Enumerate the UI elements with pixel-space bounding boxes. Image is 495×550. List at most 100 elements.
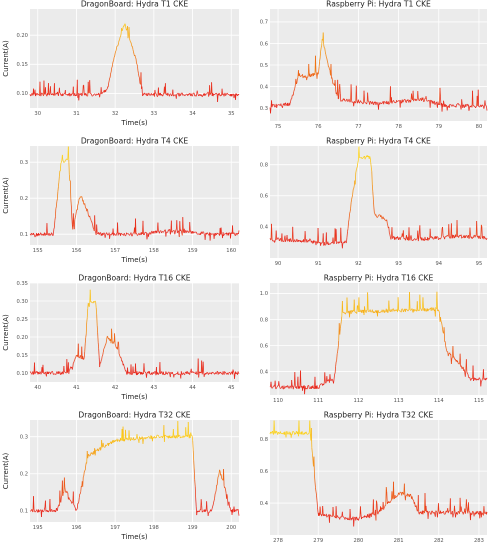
x-axis-label: Time(s) xyxy=(120,119,148,127)
series-signal xyxy=(29,421,240,518)
x-tick-label: 279 xyxy=(313,538,323,544)
x-tick-label: 160 xyxy=(226,248,236,254)
y-tick-label: 0.4 xyxy=(260,84,269,90)
plot-area xyxy=(270,283,487,395)
x-tick-label: 77 xyxy=(355,124,362,130)
chart-raspberrypi-t32: Raspberry Pi: Hydra T32 CKE 278 279 280 281 2… xyxy=(248,411,495,550)
x-tick-label: 157 xyxy=(110,248,120,254)
x-tick-label: 95 xyxy=(476,261,483,267)
y-tick-label: 0.6 xyxy=(260,41,268,47)
y-tick-label: 0.10 xyxy=(16,371,28,377)
x-axis-label: Time(s) xyxy=(120,533,148,541)
x-tick-label: 110 xyxy=(273,398,283,404)
x-tick-label: 282 xyxy=(434,538,444,544)
x-tick-label: 195 xyxy=(33,525,43,531)
x-tick-label: 35 xyxy=(228,111,235,117)
x-tick-label: 33 xyxy=(151,111,158,117)
x-tick-label: 44 xyxy=(189,385,196,391)
x-tick-label: 155 xyxy=(33,248,43,254)
y-tick-label: 0.8 xyxy=(260,317,268,323)
x-tick-label: 111 xyxy=(313,398,323,404)
y-tick-label: 0.2 xyxy=(20,196,28,202)
x-tick-label: 31 xyxy=(73,111,80,117)
x-tick-label: 42 xyxy=(112,385,119,391)
chart-dragonboard-t32: DragonBoard: Hydra T32 CKE 195 196 197 198 19… xyxy=(0,411,247,550)
series-signal xyxy=(269,420,488,527)
x-tick-label: 198 xyxy=(149,525,159,531)
y-tick-label: 0.1 xyxy=(20,232,28,238)
chart-raspberrypi-t16: Raspberry Pi: Hydra T16 CKE 110 111 112 113 1… xyxy=(248,274,495,410)
x-tick-label: 75 xyxy=(275,124,282,130)
x-tick-label: 114 xyxy=(434,398,445,404)
plot-area xyxy=(30,420,239,522)
y-tick-label: 0.7 xyxy=(260,20,268,26)
series-signal xyxy=(29,146,240,241)
x-tick-label: 92 xyxy=(355,261,362,267)
series-signal xyxy=(269,291,488,395)
x-tick-label: 80 xyxy=(476,124,483,130)
x-tick-label: 283 xyxy=(474,538,484,544)
chart-title: DragonBoard: Hydra T32 CKE xyxy=(78,411,190,420)
x-tick-label: 115 xyxy=(474,398,484,404)
y-tick-label: 0.3 xyxy=(260,106,268,112)
x-tick-label: 94 xyxy=(435,261,442,267)
y-axis-label: Current(A) xyxy=(2,177,10,214)
x-tick-label: 93 xyxy=(395,261,402,267)
series-signal xyxy=(29,289,240,379)
x-tick-label: 280 xyxy=(353,538,363,544)
x-tick-label: 112 xyxy=(353,398,363,404)
chart-raspberrypi-t1: Raspberry Pi: Hydra T1 CKE 75 76 77 78 79 80 0.… xyxy=(248,0,495,136)
x-tick-label: 278 xyxy=(273,538,283,544)
y-tick-label: 0.15 xyxy=(16,353,28,359)
x-tick-label: 196 xyxy=(71,525,81,531)
y-tick-label: 0.15 xyxy=(16,62,28,68)
x-tick-label: 34 xyxy=(189,111,196,117)
x-tick-label: 32 xyxy=(112,111,119,117)
y-tick-label: 0.6 xyxy=(260,194,268,200)
chart-title: Raspberry Pi: Hydra T16 CKE xyxy=(324,274,434,283)
chart-title: Raspberry Pi: Hydra T32 CKE xyxy=(324,411,434,420)
series-signal xyxy=(29,23,240,102)
y-tick-label: 0.3 xyxy=(20,434,28,440)
x-tick-label: 76 xyxy=(315,124,322,130)
x-axis-label: Time(s) xyxy=(120,393,148,401)
y-axis-label: Current(A) xyxy=(2,314,10,351)
y-tick-label: 0.6 xyxy=(260,469,268,475)
x-tick-label: 78 xyxy=(395,124,402,130)
y-tick-label: 1.0 xyxy=(260,291,268,297)
x-tick-label: 30 xyxy=(34,111,41,117)
chart-dragonboard-t1: DragonBoard: Hydra T1 CKE 30 31 32 33 34 35 0.1… xyxy=(0,0,247,136)
chart-title: DragonBoard: Hydra T16 CKE xyxy=(78,274,190,283)
y-tick-label: 0.1 xyxy=(20,509,28,515)
y-tick-label: 0.10 xyxy=(16,91,28,97)
chart-raspberrypi-t4: Raspberry Pi: Hydra T4 CKE 90 91 92 93 94 95 0.… xyxy=(248,137,495,273)
y-tick-label: 0.4 xyxy=(260,369,269,375)
plot-area xyxy=(270,420,487,535)
x-tick-label: 40 xyxy=(34,385,41,391)
chart-title: DragonBoard: Hydra T1 CKE xyxy=(81,0,189,9)
y-axis-label: Current(A) xyxy=(2,40,10,77)
x-tick-label: 200 xyxy=(226,525,236,531)
y-tick-label: 0.4 xyxy=(260,225,269,231)
y-tick-label: 0.20 xyxy=(16,335,28,341)
y-tick-label: 0.4 xyxy=(260,501,269,507)
x-tick-label: 281 xyxy=(394,538,404,544)
x-tick-label: 41 xyxy=(73,385,80,391)
chart-title: DragonBoard: Hydra T4 CKE xyxy=(81,137,189,146)
x-tick-label: 197 xyxy=(110,525,120,531)
y-tick-label: 0.8 xyxy=(260,437,268,443)
plot-area xyxy=(30,283,239,382)
x-axis-label: Time(s) xyxy=(120,256,148,264)
x-tick-label: 91 xyxy=(315,261,322,267)
x-tick-label: 45 xyxy=(228,385,235,391)
x-tick-label: 156 xyxy=(71,248,81,254)
chart-dragonboard-t4: DragonBoard: Hydra T4 CKE 155 156 157 158 159… xyxy=(0,137,247,273)
y-tick-label: 0.35 xyxy=(16,281,28,287)
x-tick-label: 113 xyxy=(394,398,404,404)
y-tick-label: 0.8 xyxy=(260,162,268,168)
y-tick-label: 0.20 xyxy=(16,33,28,39)
y-tick-label: 0.25 xyxy=(16,317,28,323)
x-tick-label: 199 xyxy=(188,525,198,531)
chart-title: Raspberry Pi: Hydra T4 CKE xyxy=(326,137,431,146)
